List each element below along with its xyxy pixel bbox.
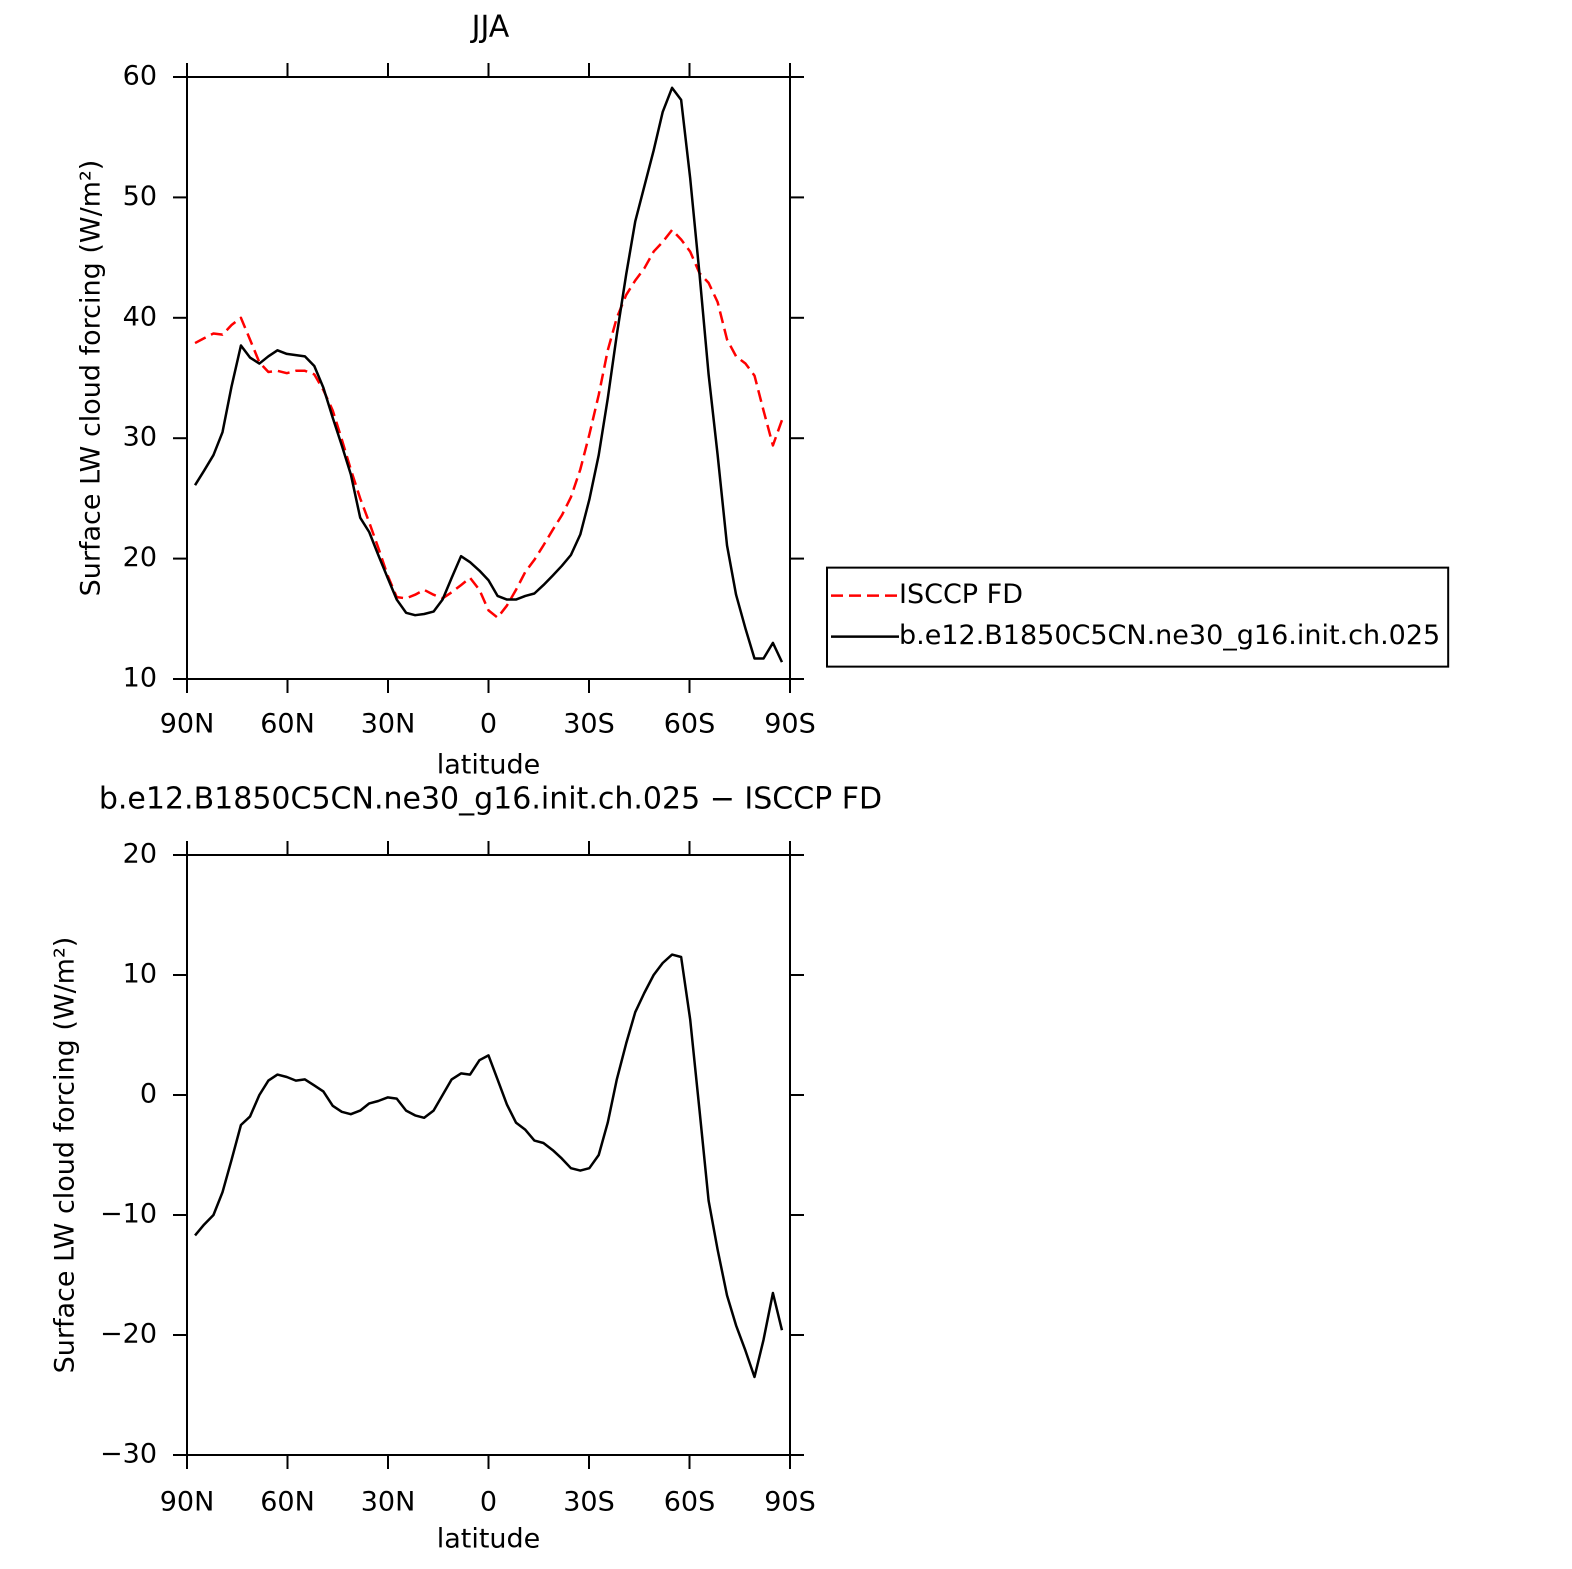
x-tick-label: 0 [480, 709, 497, 740]
data-line [193, 86, 784, 663]
y-tick-label: 40 [123, 301, 157, 332]
plot-frame [186, 76, 791, 680]
y-tick-label: 20 [123, 542, 157, 573]
x-tick-label: 60S [664, 709, 716, 740]
x-tick-label: 30N [361, 1487, 416, 1518]
x-axis-label: latitude [437, 750, 541, 781]
x-tick-label: 90N [160, 1487, 215, 1518]
x-tick-label: 30S [563, 1487, 615, 1518]
legend-label: b.e12.B1850C5CN.ne30_g16.init.ch.025 [899, 620, 1440, 651]
legend-label: ISCCP FD [899, 579, 1023, 610]
y-tick-label: −10 [100, 1199, 157, 1230]
data-line [194, 228, 784, 619]
y-tick-label: 20 [123, 839, 157, 870]
y-tick-label: −30 [100, 1439, 157, 1470]
chart-title: JJA [470, 10, 510, 45]
y-tick-label: 30 [123, 422, 157, 453]
legend-box [826, 566, 1450, 668]
x-tick-label: 60N [260, 709, 315, 740]
x-tick-label: 0 [480, 1487, 497, 1518]
data-line [194, 953, 784, 1379]
x-tick-label: 60S [664, 1487, 716, 1518]
x-tick-label: 90N [160, 709, 215, 740]
y-axis-label: Surface LW cloud forcing (W/m²) [50, 937, 81, 1374]
y-tick-label: 10 [123, 959, 157, 990]
x-tick-label: 90S [764, 1487, 816, 1518]
y-tick-label: 50 [123, 181, 157, 212]
chart-title: b.e12.B1850C5CN.ne30_g16.init.ch.025 − I… [99, 782, 882, 817]
x-axis-label: latitude [437, 1524, 541, 1555]
x-tick-label: 90S [764, 709, 816, 740]
x-tick-label: 30N [361, 709, 416, 740]
y-tick-label: 60 [123, 61, 157, 92]
plot-frame [186, 854, 791, 1456]
y-tick-label: 0 [140, 1079, 157, 1110]
y-axis-label: Surface LW cloud forcing (W/m²) [76, 160, 107, 597]
y-tick-label: 10 [123, 663, 157, 694]
legend: ISCCP FD b.e12.B1850C5CN.ne30_g16.init.ch… [826, 566, 1450, 668]
y-tick-label: −20 [100, 1319, 157, 1350]
x-tick-label: 30S [563, 709, 615, 740]
x-tick-label: 60N [260, 1487, 315, 1518]
